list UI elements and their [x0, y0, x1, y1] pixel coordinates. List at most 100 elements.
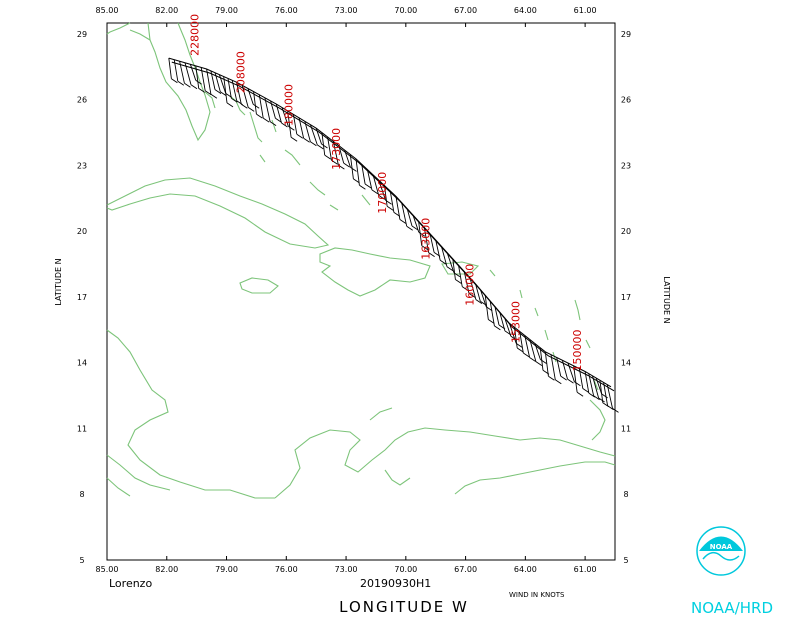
wind-barb	[429, 233, 435, 253]
wind-barb	[584, 371, 590, 394]
lat-tick-left: 17	[77, 293, 87, 302]
lon-tick-bottom: 61.00	[574, 565, 597, 574]
logo-text: NOAA	[710, 543, 733, 551]
wind-barb-flag	[607, 405, 614, 411]
wind-barb-flag	[214, 89, 222, 94]
wind-barb	[184, 62, 192, 85]
wind-barb-flag	[275, 117, 282, 123]
wind-barb	[592, 375, 600, 399]
lat-tick-left: 26	[77, 96, 87, 105]
wind-barb	[389, 190, 395, 213]
wind-barb	[206, 68, 212, 95]
wind-barb	[361, 164, 366, 185]
wind-barb-flag	[371, 189, 379, 195]
wind-barb	[463, 271, 470, 294]
lon-tick-bottom: 70.00	[394, 565, 417, 574]
wind-barb-flag	[359, 184, 366, 190]
wind-barb	[223, 76, 228, 103]
wind-barb-flag	[535, 361, 543, 366]
lat-tick-right: 11	[621, 424, 631, 433]
wind-barb-flag	[350, 167, 357, 172]
altitude-label: 170000	[376, 172, 389, 214]
wind-barb	[179, 61, 185, 84]
wind-barb-flag	[343, 162, 350, 168]
wind-barb-flag	[455, 279, 462, 284]
track-line-return	[171, 61, 615, 392]
wind-barb	[292, 114, 298, 135]
wind-barb	[479, 289, 487, 307]
wind-barb	[168, 58, 172, 79]
wind-barb	[508, 323, 517, 344]
wind-barb-flag	[331, 159, 338, 165]
coastlines	[106, 22, 616, 499]
wind-barb-flag	[494, 325, 501, 331]
wind-barb-flag	[177, 80, 185, 86]
altitude-label: 208000	[235, 51, 248, 93]
wind-barb	[372, 174, 380, 196]
wind-barb	[561, 360, 568, 380]
wind-barb-flag	[555, 379, 562, 385]
wind-barb	[349, 154, 354, 179]
wind-barb-flag	[296, 133, 304, 139]
wind-barb	[529, 339, 537, 362]
lon-tick-bottom: 73.00	[335, 565, 358, 574]
wind-barb-flag	[247, 107, 255, 112]
wind-barb	[173, 59, 179, 82]
noaa-logo-icon: NOAA	[696, 526, 746, 576]
wind-barb	[298, 117, 305, 139]
wind-barb-flag	[310, 141, 317, 147]
wind-barb	[332, 141, 339, 166]
wind-barb-flag	[601, 393, 608, 399]
wind-barb-flag	[399, 219, 407, 224]
lon-tick-top: 73.00	[335, 6, 358, 15]
wind-barb	[321, 132, 326, 156]
wind-barb	[258, 94, 264, 119]
lon-tick-bottom: 85.00	[96, 565, 119, 574]
wind-barb	[287, 110, 292, 138]
wind-barb	[344, 149, 351, 168]
lon-tick-top: 79.00	[215, 6, 238, 15]
wind-barb	[210, 70, 216, 90]
axis-ticks: 85.00 85.00 82.00 82.00 79.00 79.00 76.00 76.00…	[77, 6, 631, 574]
wind-barb	[446, 252, 455, 273]
wind-barb-flag	[378, 195, 385, 200]
track-line	[168, 57, 612, 388]
wind-barb	[567, 362, 575, 382]
wind-barb-flag	[612, 408, 619, 413]
altitude-label: 163000	[420, 218, 433, 260]
wind-barb-flag	[475, 299, 483, 304]
wind-barb-flag	[364, 183, 372, 189]
wind-barb	[241, 85, 249, 108]
wind-barb-flag	[574, 381, 581, 387]
lon-tick-bottom: 76.00	[275, 565, 298, 574]
lat-tick-left: 29	[77, 30, 87, 39]
wind-barb	[423, 227, 430, 253]
lon-tick-top: 76.00	[275, 6, 298, 15]
wind-barb	[275, 103, 282, 124]
wind-barb	[475, 283, 481, 302]
wind-barb	[270, 100, 276, 119]
wind-barb	[327, 136, 332, 161]
y-axis-title-right: LATITUDE N	[662, 276, 671, 323]
lon-tick-top: 64.00	[514, 6, 537, 15]
wind-barb	[304, 121, 311, 142]
wind-barb	[599, 380, 604, 403]
altitude-labels: 228000 208000 180000 173000 170000 163000 1600…	[189, 14, 584, 372]
wind-barb	[573, 365, 578, 393]
altitude-label: 173000	[330, 128, 343, 170]
wind-barb-flag	[290, 136, 298, 142]
storm-name: Lorenzo	[109, 577, 152, 590]
wind-barb-flag	[593, 395, 600, 401]
lon-tick-top: 85.00	[96, 6, 119, 15]
wind-barb-flag	[386, 205, 394, 211]
wind-barb	[264, 97, 271, 122]
lon-tick-bottom: 64.00	[514, 565, 537, 574]
wind-barb-flag	[598, 397, 605, 403]
wind-barb	[534, 343, 541, 360]
wind-barb	[489, 300, 495, 326]
wind-barb-flag	[321, 143, 328, 149]
wind-barb	[452, 258, 456, 280]
analysis-timestamp: 20190930H1	[360, 577, 431, 590]
wind-barb-flag	[523, 352, 530, 358]
wind-barb-flag	[210, 93, 218, 99]
